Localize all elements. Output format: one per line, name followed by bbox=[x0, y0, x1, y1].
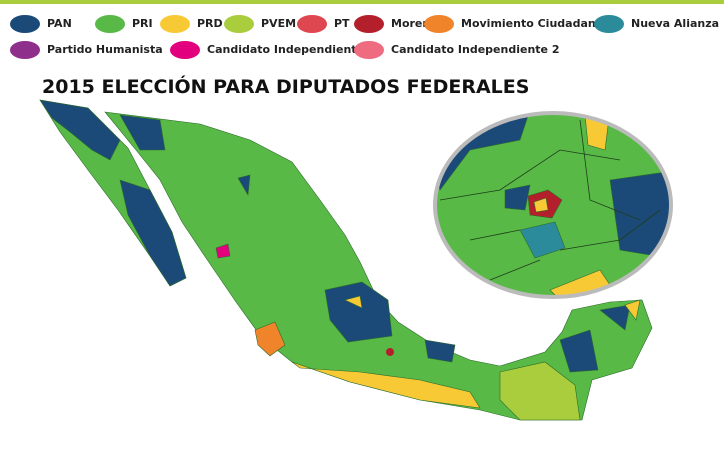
legend-label: PT bbox=[334, 17, 350, 30]
region bbox=[499, 361, 581, 421]
mainland bbox=[104, 111, 653, 421]
region bbox=[559, 304, 631, 373]
legend-label: Candidato Independiente 2 bbox=[391, 43, 559, 56]
region bbox=[344, 295, 641, 321]
legend-label: PRD bbox=[197, 17, 223, 30]
legend-swatch bbox=[10, 15, 40, 33]
legend: PAN PRI PRD PVEM PT Morena Movimiento Ciudadan… bbox=[10, 15, 719, 59]
legend-label: Partido Humanista bbox=[47, 43, 163, 56]
legend-label: Candidato Independiente bbox=[207, 43, 364, 56]
region bbox=[39, 99, 187, 287]
region bbox=[504, 184, 531, 211]
legend-label: PAN bbox=[47, 17, 72, 30]
legend-swatch bbox=[594, 15, 624, 33]
legend-label: PVEM bbox=[261, 17, 296, 30]
legend-swatch bbox=[10, 41, 40, 59]
region bbox=[519, 221, 566, 259]
inset-map bbox=[433, 111, 673, 299]
region bbox=[324, 281, 393, 343]
map bbox=[39, 99, 653, 421]
region bbox=[237, 174, 456, 363]
region bbox=[215, 243, 231, 259]
map-title: 2015 ELECCIÓN PARA DIPUTADOS FEDERALES bbox=[42, 74, 529, 98]
legend-swatch bbox=[170, 41, 200, 59]
legend-swatch bbox=[95, 15, 125, 33]
legend-swatch bbox=[354, 15, 384, 33]
region bbox=[119, 114, 166, 151]
legend-label: Movimiento Ciudadano bbox=[461, 17, 604, 30]
region bbox=[386, 348, 394, 356]
inset-border bbox=[433, 111, 673, 299]
legend-label: PRI bbox=[132, 17, 153, 30]
legend-swatch bbox=[354, 41, 384, 59]
top-bar bbox=[0, 0, 724, 4]
legend-label: Nueva Alianza bbox=[631, 17, 719, 30]
legend-swatch bbox=[424, 15, 454, 33]
district-lines bbox=[439, 119, 661, 281]
region bbox=[254, 321, 286, 357]
region bbox=[291, 361, 481, 409]
region bbox=[533, 197, 549, 213]
legend-swatch bbox=[160, 15, 190, 33]
legend-swatch bbox=[297, 15, 327, 33]
legend-swatch bbox=[224, 15, 254, 33]
